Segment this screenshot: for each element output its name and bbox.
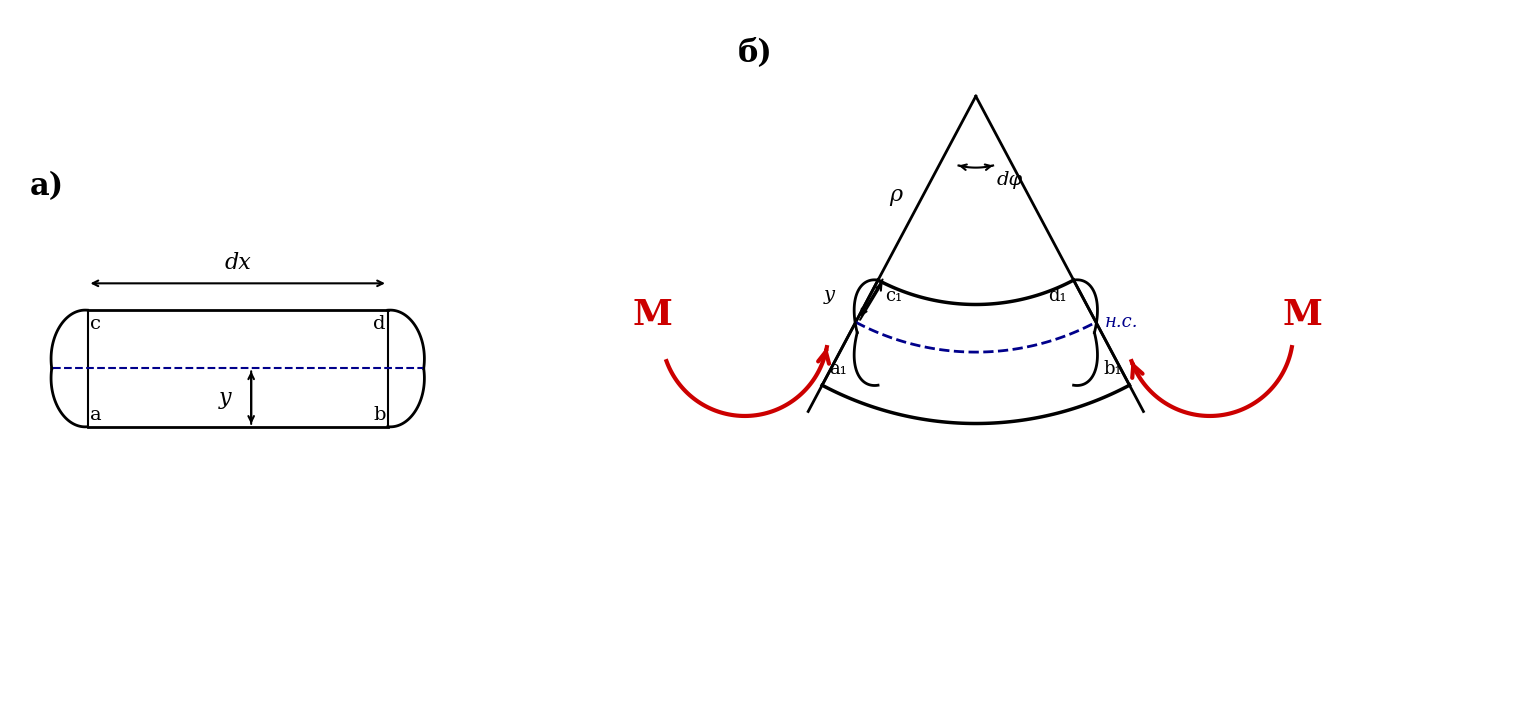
Text: d₁: d₁ bbox=[1047, 288, 1067, 305]
Text: dφ: dφ bbox=[997, 170, 1023, 189]
Text: a): a) bbox=[29, 171, 63, 202]
Text: b₁: b₁ bbox=[1104, 360, 1122, 378]
Text: y: y bbox=[824, 286, 834, 304]
Text: y: y bbox=[219, 387, 231, 408]
Text: M: M bbox=[632, 298, 672, 332]
Text: a: a bbox=[90, 406, 101, 424]
Text: d: d bbox=[374, 314, 386, 333]
Text: б): б) bbox=[738, 36, 773, 68]
Text: н.c.: н.c. bbox=[1105, 313, 1139, 331]
Text: c: c bbox=[90, 314, 101, 333]
Text: b: b bbox=[374, 406, 386, 424]
Text: a₁: a₁ bbox=[830, 360, 847, 378]
Text: M: M bbox=[1281, 298, 1323, 332]
Text: ρ: ρ bbox=[890, 184, 902, 206]
Text: dx: dx bbox=[225, 253, 251, 274]
Text: c₁: c₁ bbox=[885, 288, 902, 305]
